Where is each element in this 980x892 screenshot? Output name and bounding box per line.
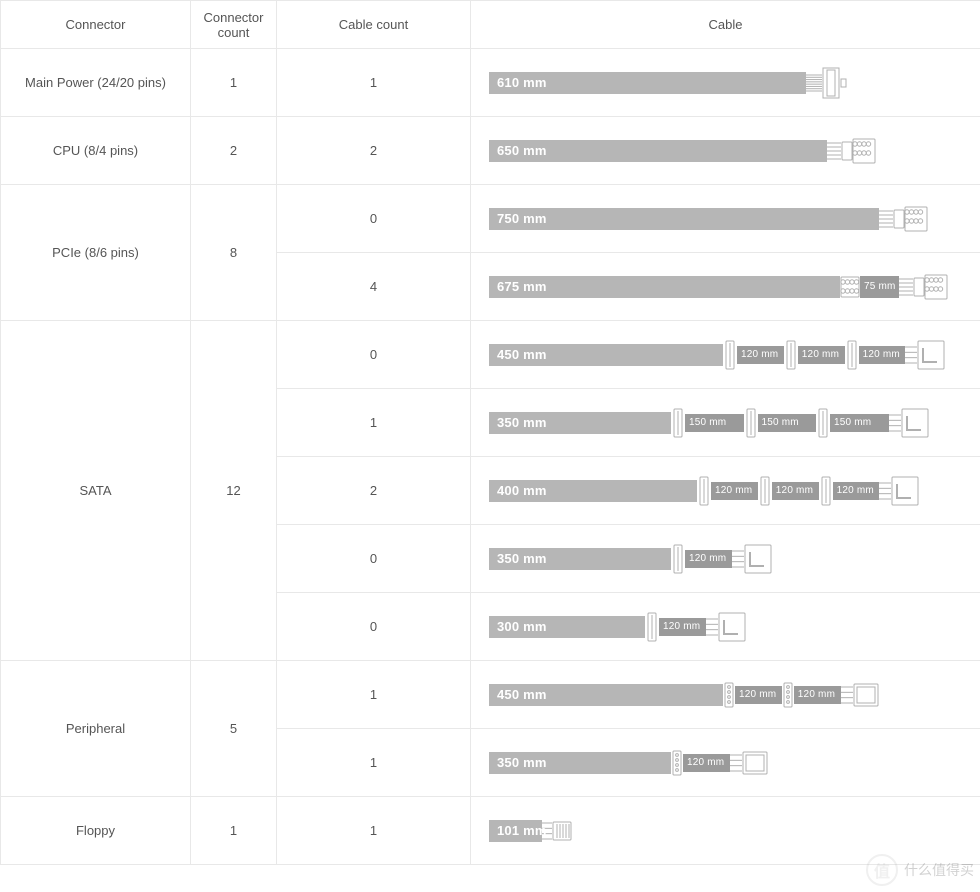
cable-cell: 610 mm	[471, 49, 980, 117]
table-row: Floppy11101 mm	[1, 797, 980, 865]
cable-cell: 450 mm120 mm120 mm120 mm	[471, 321, 980, 389]
cable-diagram: 675 mm75 mm	[489, 272, 962, 302]
cable-diagram: 650 mm	[489, 136, 962, 166]
connector-name: SATA	[1, 321, 191, 661]
connector-count: 12	[191, 321, 277, 661]
cable-cell: 750 mm	[471, 185, 980, 253]
connector-count: 5	[191, 661, 277, 797]
col-connector: Connector	[1, 1, 191, 49]
connector-count: 1	[191, 49, 277, 117]
cable-diagram: 400 mm120 mm120 mm120 mm	[489, 476, 962, 506]
connector-count: 8	[191, 185, 277, 321]
cable-count: 2	[277, 117, 471, 185]
cable-diagram: 101 mm	[489, 816, 962, 846]
connector-name: Floppy	[1, 797, 191, 865]
cable-diagram: 450 mm120 mm120 mm	[489, 680, 962, 710]
cable-cell: 350 mm150 mm150 mm150 mm	[471, 389, 980, 457]
cable-cell: 300 mm120 mm	[471, 593, 980, 661]
table-row: Peripheral51450 mm120 mm120 mm	[1, 661, 980, 729]
cable-cell: 675 mm75 mm	[471, 253, 980, 321]
connector-name: Peripheral	[1, 661, 191, 797]
col-connector-count: Connector count	[191, 1, 277, 49]
cable-count: 0	[277, 525, 471, 593]
cable-diagram: 350 mm120 mm	[489, 748, 962, 778]
cable-count: 1	[277, 389, 471, 457]
cable-diagram: 350 mm150 mm150 mm150 mm	[489, 408, 962, 438]
cable-cell: 350 mm120 mm	[471, 525, 980, 593]
table-row: PCIe (8/6 pins)80750 mm	[1, 185, 980, 253]
cable-cell: 400 mm120 mm120 mm120 mm	[471, 457, 980, 525]
cable-diagram: 750 mm	[489, 204, 962, 234]
cable-count: 4	[277, 253, 471, 321]
connector-count: 1	[191, 797, 277, 865]
cable-count: 1	[277, 797, 471, 865]
cable-cell: 450 mm120 mm120 mm	[471, 661, 980, 729]
table-row: CPU (8/4 pins)22650 mm	[1, 117, 980, 185]
table-row: SATA120450 mm120 mm120 mm120 mm	[1, 321, 980, 389]
cable-count: 1	[277, 661, 471, 729]
cable-diagram: 300 mm120 mm	[489, 612, 962, 642]
cable-diagram: 350 mm120 mm	[489, 544, 962, 574]
connector-count: 2	[191, 117, 277, 185]
cable-diagram: 610 mm	[489, 68, 962, 98]
col-cable: Cable	[471, 1, 980, 49]
cable-count: 0	[277, 321, 471, 389]
cable-spec-table: Connector Connector count Cable count Ca…	[0, 0, 980, 865]
connector-name: CPU (8/4 pins)	[1, 117, 191, 185]
connector-name: Main Power (24/20 pins)	[1, 49, 191, 117]
cable-cell: 350 mm120 mm	[471, 729, 980, 797]
cable-cell: 650 mm	[471, 117, 980, 185]
header-row: Connector Connector count Cable count Ca…	[1, 1, 980, 49]
cable-count: 1	[277, 729, 471, 797]
cable-cell: 101 mm	[471, 797, 980, 865]
cable-count: 2	[277, 457, 471, 525]
cable-diagram: 450 mm120 mm120 mm120 mm	[489, 340, 962, 370]
table-row: Main Power (24/20 pins)11610 mm	[1, 49, 980, 117]
connector-name: PCIe (8/6 pins)	[1, 185, 191, 321]
cable-count: 0	[277, 593, 471, 661]
cable-count: 1	[277, 49, 471, 117]
col-cable-count: Cable count	[277, 1, 471, 49]
cable-count: 0	[277, 185, 471, 253]
